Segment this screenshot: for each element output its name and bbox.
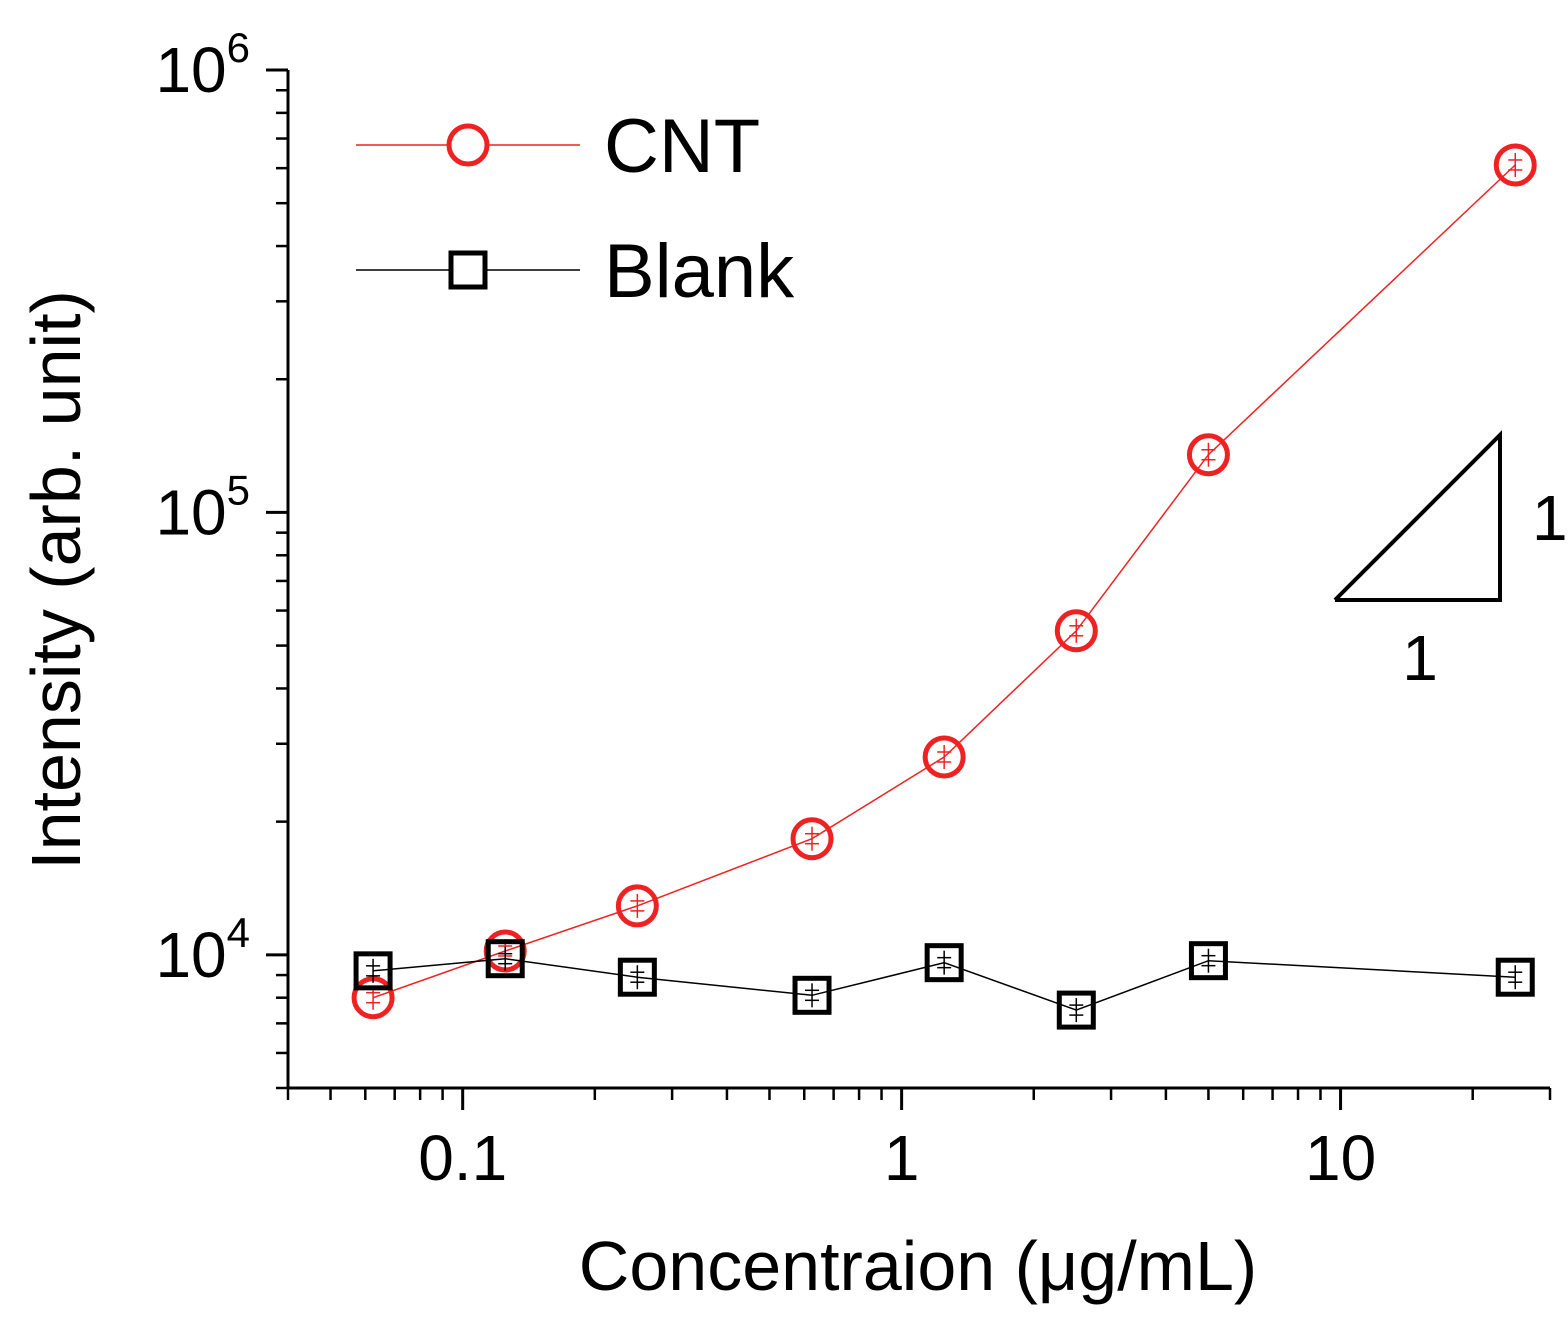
circle-marker <box>790 817 834 861</box>
legend-item-cnt: CNT <box>356 104 760 189</box>
series-line <box>373 957 1516 1011</box>
x-tick-label: 0.1 <box>418 1122 507 1194</box>
data-point <box>351 976 395 1020</box>
axes <box>286 70 1550 1090</box>
data-point <box>1186 433 1230 477</box>
data-point <box>353 951 393 991</box>
data-point <box>790 817 834 861</box>
legend-item-blank: Blank <box>356 229 795 314</box>
data-point <box>792 975 832 1015</box>
data-point <box>1056 990 1096 1030</box>
square-marker <box>617 957 657 997</box>
data-point <box>924 943 964 983</box>
data-point <box>1188 941 1228 981</box>
square-marker <box>485 939 525 979</box>
square-marker <box>1188 941 1228 981</box>
circle-marker <box>922 735 966 779</box>
slope-vertical-label: 1 <box>1532 482 1568 554</box>
slope-triangle-shape <box>1333 430 1502 602</box>
circle-marker <box>615 884 659 928</box>
square-marker <box>924 943 964 983</box>
y-tick-label-base: 10 <box>155 34 226 106</box>
square-marker <box>353 951 393 991</box>
data-point <box>485 939 525 979</box>
x-tick-label: 1 <box>884 1122 920 1194</box>
square-marker <box>1056 990 1096 1030</box>
y-axis-title: Intensity (arb. unit) <box>17 290 95 870</box>
series-line <box>372 164 1516 999</box>
y-tick-label-base: 10 <box>155 476 226 548</box>
data-point <box>1493 143 1537 187</box>
series-blank <box>353 939 1535 1030</box>
legend: CNT Blank <box>356 104 795 314</box>
y-tick-label: 104 <box>155 909 250 991</box>
y-tick-label: 105 <box>155 466 250 548</box>
y-tick-label-exponent: 5 <box>227 466 250 513</box>
data-point <box>922 735 966 779</box>
square-marker <box>792 975 832 1015</box>
slope-triangle: 1 1 <box>1333 430 1568 694</box>
square-marker <box>1495 957 1535 997</box>
x-tick-labels: 0.1 1 10 <box>418 1122 1376 1194</box>
y-tick-label: 106 <box>155 24 250 106</box>
data-point <box>1495 957 1535 997</box>
x-axis-title: Concentraion (μg/mL) <box>579 1227 1257 1305</box>
legend-label: Blank <box>604 229 795 314</box>
x-tick-label: 10 <box>1305 1122 1376 1194</box>
slope-horizontal-label: 1 <box>1402 622 1438 694</box>
legend-square-marker <box>448 250 488 290</box>
data-point <box>615 884 659 928</box>
y-tick-label-base: 10 <box>155 919 226 991</box>
series-cnt <box>351 143 1537 1020</box>
ticks <box>266 68 1552 1110</box>
legend-label: CNT <box>604 104 760 189</box>
data-point <box>1054 609 1098 653</box>
circle-marker <box>1493 143 1537 187</box>
y-tick-label-exponent: 6 <box>227 24 250 71</box>
data-point <box>617 957 657 997</box>
series-layer <box>351 143 1537 1030</box>
y-tick-label-exponent: 4 <box>227 909 250 956</box>
circle-marker <box>1054 609 1098 653</box>
circle-marker <box>1186 433 1230 477</box>
legend-circle-marker <box>446 123 490 167</box>
